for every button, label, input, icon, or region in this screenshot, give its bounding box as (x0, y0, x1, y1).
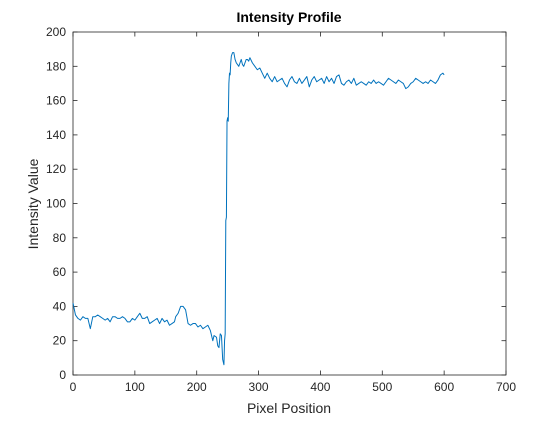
axes-box (72, 31, 507, 376)
x-tick-label: 0 (70, 380, 77, 394)
y-tick-label: 200 (46, 25, 66, 39)
y-tick-label: 100 (46, 197, 66, 211)
intensity-series-line (72, 52, 445, 366)
x-tick-label: 500 (372, 380, 392, 394)
y-tick-label: 80 (53, 231, 67, 245)
y-axis-label: Intensity Value (25, 158, 41, 249)
x-tick-label: 100 (125, 380, 145, 394)
y-tick-label: 40 (53, 299, 67, 313)
y-tick-label: 160 (46, 94, 66, 108)
x-tick-label: 700 (496, 380, 516, 394)
chart-title: Intensity Profile (236, 9, 341, 25)
plot-area: 0 100 200 300 400 500 600 700 0 20 40 60 80 100 120 140… (46, 25, 516, 394)
x-tick-label: 200 (187, 380, 207, 394)
y-tick-label: 60 (53, 265, 67, 279)
x-tick-label: 400 (310, 380, 330, 394)
x-tick-label: 600 (434, 380, 454, 394)
y-tick-label: 0 (59, 368, 66, 382)
y-tick-label: 180 (46, 59, 66, 73)
y-tick-label: 20 (53, 334, 67, 348)
x-axis-label: Pixel Position (247, 400, 331, 416)
y-tick-label: 120 (46, 162, 66, 176)
y-tick-label: 140 (46, 128, 66, 142)
x-tick-label: 300 (249, 380, 269, 394)
